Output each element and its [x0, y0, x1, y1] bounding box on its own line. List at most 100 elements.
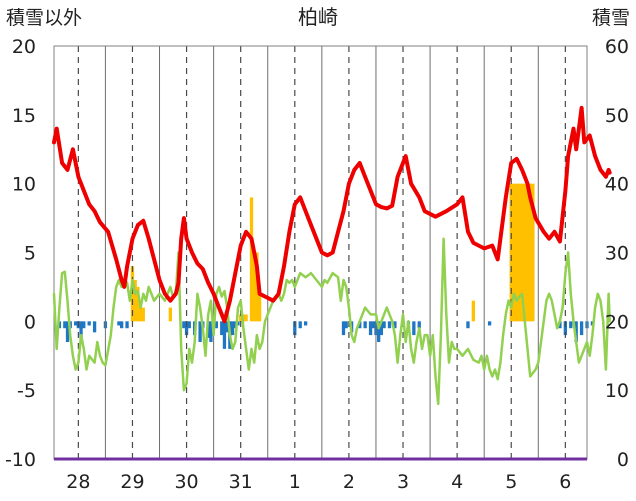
precip-bar	[387, 321, 392, 329]
precip-bar	[417, 321, 421, 329]
right-tick-label: 50	[605, 105, 629, 127]
left-axis-title: 積雪以外	[6, 7, 82, 29]
temperature-line	[52, 105, 612, 324]
precip-bar	[214, 321, 218, 329]
precip-bar	[222, 321, 227, 349]
precip-bar	[569, 321, 573, 329]
snow-bar	[249, 197, 254, 322]
snow-bar	[239, 314, 243, 322]
x-tick-label: 3	[397, 471, 409, 493]
left-tick-label: 20	[12, 36, 36, 58]
snow-bar	[257, 293, 262, 322]
precip-bar	[382, 321, 386, 329]
precip-bar	[341, 321, 346, 336]
precip-bar	[73, 321, 78, 326]
snow-bar	[136, 286, 140, 322]
plot-frame	[53, 45, 588, 461]
left-tick-label: 15	[12, 105, 36, 127]
temperature-line-series	[52, 105, 612, 324]
snow-bar	[523, 183, 527, 322]
precip-bar	[119, 321, 124, 329]
snow-bars	[130, 183, 535, 322]
precip-bar	[63, 321, 67, 329]
snow-bar	[138, 307, 143, 322]
x-tick-label: 2	[343, 471, 355, 493]
snow-bar	[141, 307, 145, 322]
precip-bar	[125, 321, 129, 329]
precip-bar	[358, 321, 362, 329]
x-tick-label: 1	[289, 471, 301, 493]
precip-bar	[379, 321, 384, 336]
precip-bar	[220, 321, 224, 336]
snow-bar	[528, 183, 532, 322]
x-tick-label: 30	[174, 471, 198, 493]
precip-bar	[82, 321, 86, 329]
secondary-line	[52, 237, 611, 406]
precip-bar	[298, 321, 302, 329]
snow-bar	[520, 183, 524, 322]
left-tick-label: 10	[12, 174, 36, 196]
x-tick-label: 31	[229, 471, 253, 493]
left-tick-label: 5	[24, 243, 36, 265]
precip-bar	[209, 321, 213, 342]
left-tick-label: -5	[17, 380, 36, 402]
precip-bar	[293, 321, 297, 336]
right-tick-label: 30	[605, 243, 629, 265]
precip-bar	[184, 321, 189, 336]
precip-bar	[371, 321, 375, 329]
precip-bar	[182, 321, 186, 329]
precip-bar	[87, 321, 91, 326]
precip-bar	[558, 321, 562, 329]
precip-bar	[233, 321, 237, 329]
snow-bar	[525, 183, 530, 322]
precip-bar	[393, 321, 397, 329]
snow-bar	[515, 183, 519, 322]
secondary-line-series	[52, 237, 611, 406]
precip-bar	[117, 321, 121, 326]
precip-bar	[487, 321, 492, 326]
precip-bar	[363, 321, 367, 329]
precip-bar	[344, 321, 348, 329]
snow-bar	[168, 307, 172, 322]
x-tick-label: 28	[66, 471, 90, 493]
precip-bar	[79, 321, 83, 342]
precip-bar	[466, 321, 470, 329]
snow-bar	[517, 183, 522, 322]
right-axis-title: 積雪	[592, 7, 630, 29]
x-tick-label: 29	[120, 471, 144, 493]
x-tick-label: 5	[505, 471, 517, 493]
precip-bar	[377, 321, 381, 342]
snow-bar	[133, 280, 137, 322]
x-tick-label: 4	[451, 471, 463, 493]
right-tick-label: 60	[605, 36, 629, 58]
snow-bar	[244, 314, 248, 322]
left-tick-label: 0	[24, 311, 36, 333]
precip-bar	[412, 321, 416, 336]
precip-bar	[198, 321, 202, 342]
right-tick-label: 0	[617, 449, 629, 471]
snow-bar	[471, 300, 476, 322]
left-tick-label: -10	[5, 449, 36, 471]
snow-bar	[512, 183, 516, 322]
precip-bar	[187, 321, 191, 329]
right-tick-label: 40	[605, 174, 629, 196]
snow-bar	[509, 183, 513, 322]
precip-bar	[574, 321, 578, 342]
precip-bar	[230, 321, 235, 336]
precip-bar	[563, 321, 568, 336]
right-tick-label: 20	[605, 311, 629, 333]
snow-bar	[252, 252, 256, 322]
precip-bar	[368, 321, 373, 336]
precip-bar	[579, 321, 584, 336]
chart-title: 柏崎	[298, 5, 338, 29]
snow-bar	[531, 183, 535, 322]
precip-bar	[65, 321, 70, 342]
precip-bars	[57, 321, 595, 349]
x-tick-label: 6	[559, 471, 571, 493]
precip-bar	[92, 321, 97, 333]
precip-bar	[225, 321, 229, 333]
right-tick-label: 10	[605, 380, 629, 402]
precip-bar	[303, 321, 308, 326]
